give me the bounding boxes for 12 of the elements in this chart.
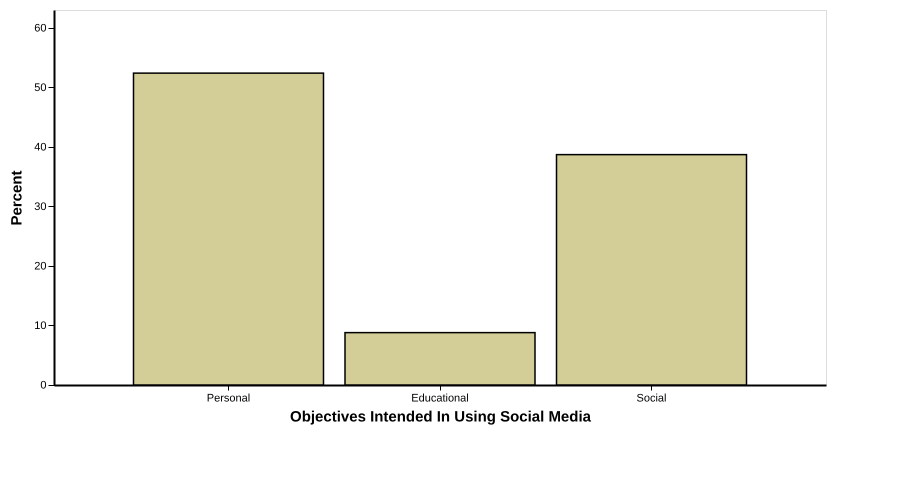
y-tick-label: 10 bbox=[34, 320, 46, 332]
x-tick-label: Social bbox=[636, 392, 666, 404]
y-tick-label: 30 bbox=[34, 200, 46, 213]
y-tick-label: 60 bbox=[34, 22, 46, 34]
y-tick-label: 0 bbox=[40, 380, 46, 392]
y-tick-label: 20 bbox=[34, 260, 46, 272]
y-axis-title: Percent bbox=[8, 170, 26, 226]
y-tick-label: 40 bbox=[34, 141, 46, 154]
y-tick-label: 50 bbox=[34, 82, 46, 94]
x-tick-label: Personal bbox=[206, 392, 250, 404]
x-tick-label: Educational bbox=[411, 392, 469, 404]
x-axis-title: Objectives Intended In Using Social Media bbox=[290, 408, 592, 426]
